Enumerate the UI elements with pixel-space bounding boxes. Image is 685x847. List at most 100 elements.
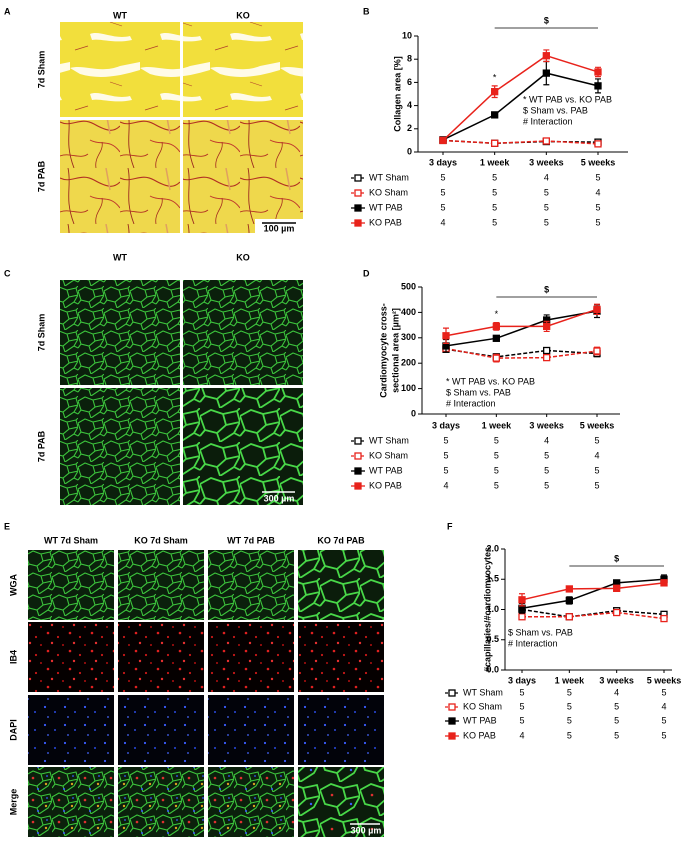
y-axis-label: Cardiomyocyte cross- (378, 303, 388, 398)
legend-label: KO PAB (463, 730, 496, 740)
row-label: 7d PAB (36, 160, 46, 192)
n-value: 5 (443, 435, 448, 445)
data-point (492, 334, 500, 342)
column-label: KO 7d PAB (317, 535, 365, 545)
y-tick-label: 1.0 (486, 604, 499, 614)
data-point (543, 346, 551, 355)
y-tick-label: 2 (407, 123, 412, 133)
legend-label: KO PAB (369, 480, 402, 490)
legend-marker (354, 219, 362, 227)
micrograph (28, 550, 114, 620)
y-tick-label: 0.0 (486, 664, 499, 674)
legend-label: WT Sham (369, 435, 409, 445)
x-tick-label: 3 weeks (599, 675, 634, 685)
y-tick-label: 1.5 (486, 574, 499, 584)
x-tick-label: 3 weeks (529, 157, 564, 167)
column-label: WT 7d PAB (227, 535, 275, 545)
n-value: 4 (661, 701, 666, 711)
legend-marker (448, 689, 456, 697)
n-value: 5 (567, 701, 572, 711)
series-line (445, 347, 598, 359)
series-line (445, 348, 598, 358)
x-tick-label: 3 days (508, 675, 536, 685)
panel-letter: D (363, 268, 370, 278)
data-point (593, 347, 601, 355)
micrograph (208, 767, 294, 837)
y-tick-label: 200 (401, 358, 416, 368)
legend-note: $ Sham vs. PAB (523, 105, 588, 115)
data-point (491, 139, 499, 147)
y-axis-label: #capillaries/#cardiomyocytes (482, 547, 492, 672)
data-point (594, 82, 602, 90)
micrograph (298, 622, 384, 692)
n-value: 4 (443, 480, 448, 490)
series-line (521, 578, 665, 610)
series-line (442, 54, 599, 141)
significance-label: $ (544, 284, 549, 294)
n-value: 5 (492, 202, 497, 212)
legend-note: * WT PAB vs. KO PAB (523, 94, 612, 104)
n-value: 5 (661, 715, 666, 725)
micrograph (118, 767, 204, 837)
data-point (518, 596, 526, 604)
n-value: 4 (544, 172, 549, 182)
n-value: 5 (519, 687, 524, 697)
n-value: 5 (614, 701, 619, 711)
data-point (594, 140, 602, 148)
y-tick-label: 8 (407, 54, 412, 64)
n-value: 5 (440, 187, 445, 197)
row-label: WGA (8, 574, 18, 596)
n-value: 5 (544, 465, 549, 475)
series-line (442, 139, 599, 145)
y-axis-label: sectional area [µm²] (390, 308, 400, 393)
n-value: 5 (614, 730, 619, 740)
n-value: 5 (567, 715, 572, 725)
row-label: 7d Sham (36, 51, 46, 89)
series-line (445, 308, 598, 337)
significance-label: $ (544, 15, 549, 25)
data-point (594, 68, 602, 76)
column-label: WT 7d Sham (44, 535, 98, 545)
n-value: 5 (594, 480, 599, 490)
data-point (543, 353, 551, 362)
data-point (613, 584, 621, 592)
micrograph (183, 280, 303, 385)
row-label: IB4 (8, 650, 18, 664)
n-value: 5 (443, 450, 448, 460)
data-point (565, 585, 573, 593)
n-value: 5 (594, 465, 599, 475)
panel-letter: C (4, 268, 11, 278)
significance-label: $ (614, 553, 619, 563)
data-point (565, 613, 573, 621)
micrograph (60, 120, 180, 233)
legend-label: KO Sham (369, 187, 408, 197)
n-value: 5 (594, 435, 599, 445)
y-axis-label: Collagen area [%] (392, 56, 402, 132)
n-value: 4 (614, 687, 619, 697)
x-tick-label: 3 days (432, 420, 460, 430)
n-value: 5 (595, 202, 600, 212)
legend-marker (354, 437, 362, 445)
legend-marker (448, 717, 456, 725)
data-point (542, 69, 550, 77)
micrograph (183, 120, 303, 233)
column-label: WT (113, 10, 127, 20)
legend-label: KO PAB (369, 217, 402, 227)
n-value: 5 (494, 435, 499, 445)
n-value: 4 (594, 450, 599, 460)
series-line (442, 72, 599, 141)
column-label: KO (236, 10, 250, 20)
n-value: 5 (492, 172, 497, 182)
scale-bar-label: 300 µm (264, 493, 295, 503)
row-label: DAPI (8, 719, 18, 741)
legend-marker (354, 467, 362, 475)
n-value: 5 (494, 480, 499, 490)
micrograph (208, 550, 294, 620)
data-point (542, 52, 550, 60)
n-value: 4 (519, 730, 524, 740)
data-point (439, 136, 447, 145)
scale-bar-label: 100 µm (264, 223, 295, 233)
micrograph (298, 550, 384, 620)
data-point (660, 579, 668, 587)
